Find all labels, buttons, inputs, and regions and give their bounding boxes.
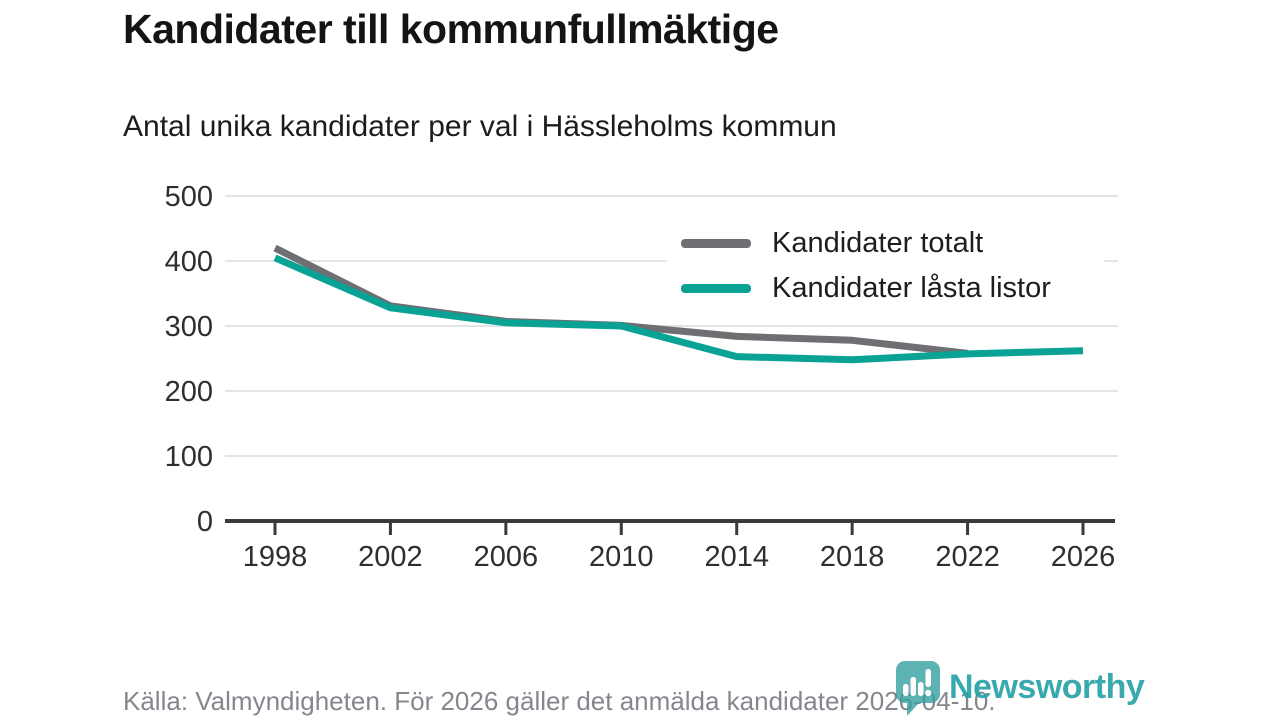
svg-text:0: 0 bbox=[197, 506, 213, 538]
bar-1 bbox=[903, 684, 909, 696]
page-title: Kandidater till kommunfullmäktige bbox=[123, 6, 779, 52]
legend: Kandidater totalt Kandidater låsta listo… bbox=[667, 220, 1104, 312]
newsworthy-logo-icon bbox=[896, 661, 940, 716]
svg-text:400: 400 bbox=[165, 246, 213, 278]
svg-text:300: 300 bbox=[165, 311, 213, 343]
legend-label-lasta-listor: Kandidater låsta listor bbox=[772, 272, 1051, 304]
legend-swatch-lasta-listor bbox=[681, 284, 751, 293]
svg-text:500: 500 bbox=[165, 181, 213, 213]
svg-text:2010: 2010 bbox=[589, 541, 654, 573]
svg-text:2006: 2006 bbox=[474, 541, 539, 573]
svg-text:2022: 2022 bbox=[935, 541, 1000, 573]
newsworthy-logo: Newsworthy bbox=[893, 659, 1145, 716]
source-note: Källa: Valmyndigheten. För 2026 gäller d… bbox=[123, 686, 996, 716]
bar-2 bbox=[910, 677, 916, 696]
legend-item-totalt: Kandidater totalt bbox=[667, 221, 1104, 266]
exclamation-dot bbox=[925, 689, 932, 697]
page-subtitle: Antal unika kandidater per val i Hässleh… bbox=[123, 110, 837, 143]
y-axis-labels: 0 100 200 300 400 500 bbox=[165, 181, 213, 538]
svg-text:100: 100 bbox=[165, 441, 213, 473]
svg-text:2014: 2014 bbox=[704, 541, 769, 573]
svg-text:2018: 2018 bbox=[820, 541, 885, 573]
series-line-1 bbox=[273, 254, 1084, 364]
legend-swatch-totalt bbox=[681, 239, 751, 248]
exclamation-bar bbox=[925, 669, 931, 687]
svg-text:200: 200 bbox=[165, 376, 213, 408]
newsworthy-logo-text: Newsworthy bbox=[949, 668, 1145, 706]
svg-text:2026: 2026 bbox=[1051, 541, 1116, 573]
bar-3 bbox=[918, 682, 924, 696]
legend-label-totalt: Kandidater totalt bbox=[772, 227, 984, 259]
svg-text:1998: 1998 bbox=[243, 541, 308, 573]
x-axis: 1998 2002 2006 2010 2014 2018 2022 2026 bbox=[225, 519, 1116, 573]
legend-item-lasta-listor: Kandidater låsta listor bbox=[667, 266, 1104, 311]
svg-text:2002: 2002 bbox=[358, 541, 423, 573]
